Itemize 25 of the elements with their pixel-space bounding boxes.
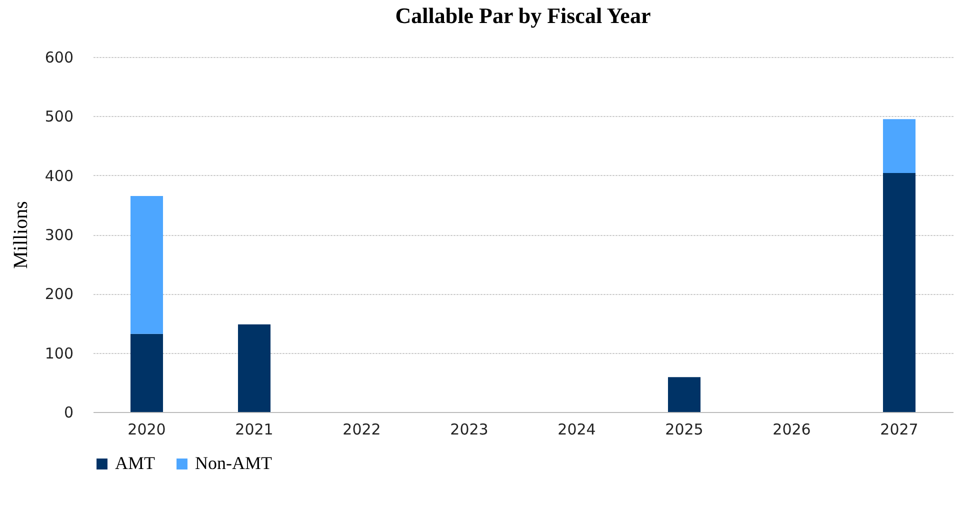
y-tick-label: 200 — [44, 285, 74, 304]
y-tick-label: 300 — [44, 226, 74, 244]
x-tick-label: 2021 — [235, 420, 274, 438]
y-tick-label: 600 — [44, 48, 74, 66]
x-tick-label: 2025 — [665, 420, 704, 438]
bar — [130, 334, 164, 412]
legend-label: AMT — [115, 453, 156, 473]
x-tick-label: 2023 — [450, 420, 488, 438]
y-tick-label: 100 — [44, 344, 74, 362]
y-axis-title: Millions — [10, 200, 32, 269]
x-tick-label: 2022 — [342, 420, 381, 438]
x-tick-label: 2027 — [880, 420, 918, 438]
y-tick-label: 0 — [64, 404, 74, 422]
y-tick-label: 400 — [44, 166, 74, 185]
bar — [882, 172, 916, 412]
bar — [238, 324, 271, 412]
y-tick-label: 500 — [44, 108, 74, 126]
x-tick-label: 2024 — [558, 420, 596, 438]
bar — [668, 377, 701, 412]
bar — [130, 196, 164, 334]
x-tick-label: 2020 — [128, 420, 166, 438]
chart-title: Callable Par by Fiscal Year — [395, 3, 651, 28]
legend-label: Non-AMT — [195, 453, 272, 473]
x-tick-label: 2026 — [772, 420, 811, 438]
bar — [882, 119, 916, 173]
